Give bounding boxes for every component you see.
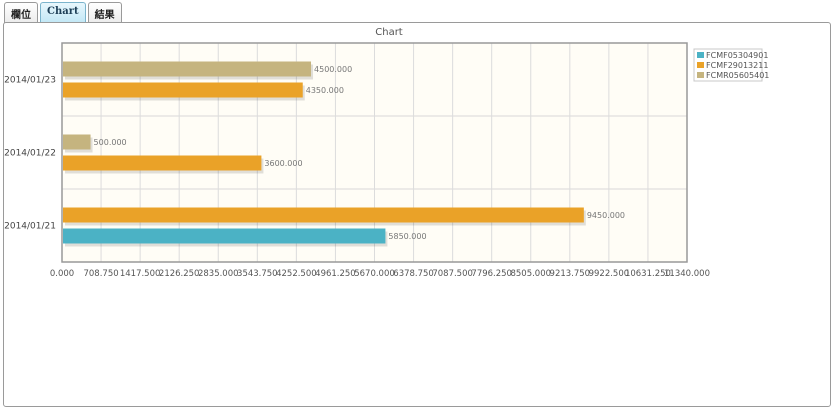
x-tick-label: 7796.250 — [471, 269, 512, 279]
y-category-label: 2014/01/22 — [4, 149, 56, 159]
x-tick-label: 0.000 — [50, 269, 74, 279]
y-category-label: 2014/01/21 — [4, 222, 56, 232]
chart-title: Chart — [375, 27, 403, 38]
tab-bar: 欄位 Chart 結果 — [4, 2, 122, 24]
x-tick-label: 5670.000 — [354, 269, 395, 279]
x-tick-label: 4252.500 — [276, 269, 317, 279]
x-tick-label: 1417.500 — [120, 269, 161, 279]
legend-box — [693, 48, 763, 82]
legend-swatch — [697, 52, 704, 58]
x-tick-label: 9922.500 — [589, 269, 630, 279]
x-tick-label: 10631.250 — [625, 269, 671, 279]
bar-FCMR05605401 — [63, 61, 312, 77]
x-tick-label: 708.750 — [83, 269, 118, 279]
data-label: 4500.000 — [314, 65, 352, 74]
bar-FCMR05605401 — [63, 134, 91, 150]
y-category-label: 2014/01/23 — [4, 76, 56, 86]
bar-FCMF05304901 — [63, 228, 386, 244]
tab-fields[interactable]: 欄位 — [4, 2, 38, 23]
x-tick-label: 2835.000 — [198, 269, 239, 279]
x-tick-label: 8505.000 — [510, 269, 551, 279]
data-label: 5850.000 — [388, 232, 426, 241]
plot-border — [61, 42, 688, 263]
tab-results[interactable]: 結果 — [87, 2, 122, 23]
legend-swatch — [697, 72, 704, 78]
bar-FCMF29013211 — [63, 82, 303, 98]
tab-chart[interactable]: Chart — [40, 2, 86, 24]
bar-FCMF29013211 — [63, 207, 584, 223]
legend-label: FCMF05304901 — [706, 51, 768, 60]
legend-label: FCMF29013211 — [706, 61, 768, 70]
x-tick-label: 4961.250 — [315, 269, 356, 279]
data-label: 3600.000 — [264, 159, 302, 168]
data-label: 4350.000 — [306, 86, 344, 95]
legend-swatch — [697, 62, 704, 68]
legend-label: FCMR05605401 — [706, 71, 769, 80]
x-tick-label: 3543.750 — [237, 269, 278, 279]
bar-FCMF29013211 — [63, 155, 262, 171]
x-tick-label: 7087.500 — [432, 269, 473, 279]
data-label: 500.000 — [94, 138, 127, 147]
x-tick-label: 11340.000 — [664, 269, 710, 279]
x-tick-label: 9213.750 — [550, 269, 591, 279]
x-tick-label: 6378.750 — [393, 269, 434, 279]
data-label: 9450.000 — [587, 211, 625, 220]
x-tick-label: 2126.250 — [159, 269, 200, 279]
